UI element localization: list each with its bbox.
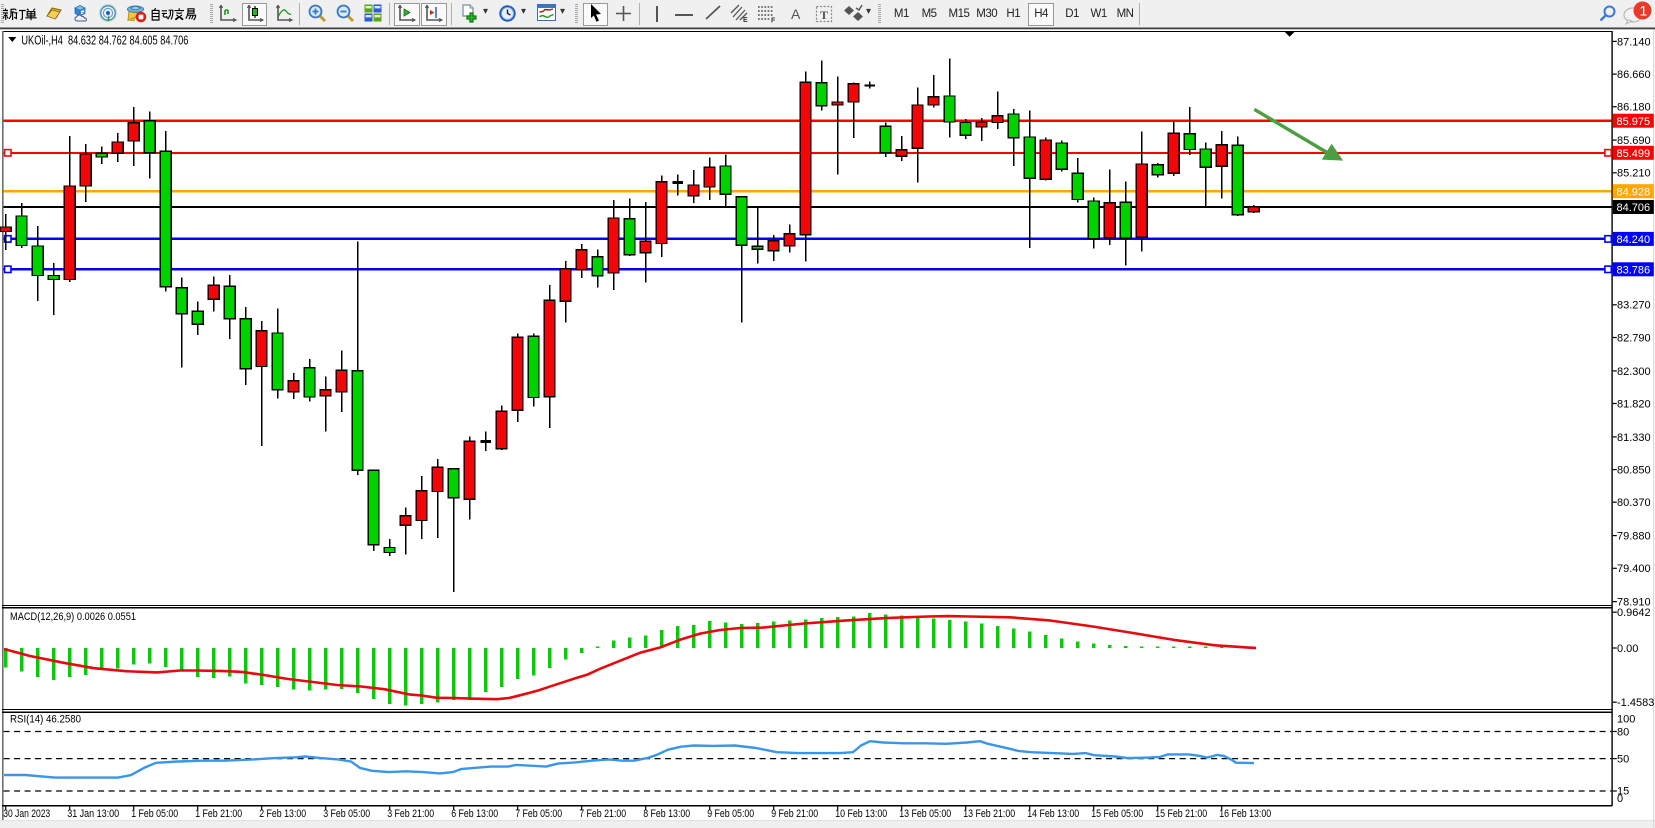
svg-text:10 Feb 13:00: 10 Feb 13:00 xyxy=(835,808,887,820)
svg-text:RSI(14) 46.2580: RSI(14) 46.2580 xyxy=(10,714,81,726)
svg-text:6 Feb 13:00: 6 Feb 13:00 xyxy=(451,808,498,820)
svg-text:MACD(12,26,9) 0.0026 0.0551: MACD(12,26,9) 0.0026 0.0551 xyxy=(10,611,136,623)
svg-text:86.180: 86.180 xyxy=(1617,102,1651,114)
svg-text:1: 1 xyxy=(1640,3,1648,19)
svg-text:85.975: 85.975 xyxy=(1617,116,1651,128)
svg-text:100: 100 xyxy=(1617,713,1635,725)
svg-text:85.690: 85.690 xyxy=(1617,135,1651,147)
svg-text:79.880: 79.880 xyxy=(1617,531,1651,543)
svg-text:82.300: 82.300 xyxy=(1617,366,1651,378)
svg-text:0: 0 xyxy=(1617,793,1623,805)
svg-text:3 Feb 05:00: 3 Feb 05:00 xyxy=(323,808,370,820)
svg-text:E: E xyxy=(743,17,748,23)
svg-text:83.270: 83.270 xyxy=(1617,300,1651,312)
svg-text:87.140: 87.140 xyxy=(1617,36,1651,48)
svg-text:7 Feb 21:00: 7 Feb 21:00 xyxy=(579,808,626,820)
svg-text:80.850: 80.850 xyxy=(1617,465,1651,477)
svg-text:0.9642: 0.9642 xyxy=(1617,607,1651,619)
svg-text:-1.4583: -1.4583 xyxy=(1617,697,1654,709)
svg-text:79.400: 79.400 xyxy=(1617,563,1651,575)
svg-text:9 Feb 05:00: 9 Feb 05:00 xyxy=(707,808,754,820)
svg-text:T: T xyxy=(820,8,828,22)
svg-text:F: F xyxy=(771,18,776,24)
svg-text:15 Feb 05:00: 15 Feb 05:00 xyxy=(1091,808,1143,820)
svg-text:2 Feb 13:00: 2 Feb 13:00 xyxy=(259,808,306,820)
svg-text:1 Feb 21:00: 1 Feb 21:00 xyxy=(195,808,242,820)
svg-text:84.706: 84.706 xyxy=(1617,202,1651,214)
svg-text:80.370: 80.370 xyxy=(1617,497,1651,509)
svg-text:15 Feb 21:00: 15 Feb 21:00 xyxy=(1155,808,1207,820)
svg-text:84.928: 84.928 xyxy=(1617,186,1651,198)
svg-text:82.790: 82.790 xyxy=(1617,332,1651,344)
svg-text:78.910: 78.910 xyxy=(1617,597,1651,609)
svg-text:86.660: 86.660 xyxy=(1617,69,1651,81)
svg-text:14 Feb 13:00: 14 Feb 13:00 xyxy=(1027,808,1079,820)
svg-text:9 Feb 21:00: 9 Feb 21:00 xyxy=(771,808,818,820)
svg-text:3 Feb 21:00: 3 Feb 21:00 xyxy=(387,808,434,820)
svg-text:30 Jan 2023: 30 Jan 2023 xyxy=(3,808,50,820)
svg-text:81.820: 81.820 xyxy=(1617,398,1651,410)
svg-text:8 Feb 13:00: 8 Feb 13:00 xyxy=(643,808,690,820)
svg-text:83.786: 83.786 xyxy=(1617,264,1651,276)
svg-text:84.240: 84.240 xyxy=(1617,234,1651,246)
svg-text:UKOil-,H4 84.632 84.762 84.60: UKOil-,H4 84.632 84.762 84.605 84.706 xyxy=(21,34,188,48)
svg-text:16 Feb 13:00: 16 Feb 13:00 xyxy=(1219,808,1271,820)
svg-text:15: 15 xyxy=(1617,786,1629,798)
svg-text:85.499: 85.499 xyxy=(1617,148,1651,160)
svg-text:0.00: 0.00 xyxy=(1617,643,1638,655)
svg-text:7 Feb 05:00: 7 Feb 05:00 xyxy=(515,808,562,820)
svg-text:81.330: 81.330 xyxy=(1617,432,1651,444)
svg-text:13 Feb 21:00: 13 Feb 21:00 xyxy=(963,808,1015,820)
svg-text:13 Feb 05:00: 13 Feb 05:00 xyxy=(899,808,951,820)
svg-text:31 Jan 13:00: 31 Jan 13:00 xyxy=(67,808,119,820)
svg-text:1 Feb 05:00: 1 Feb 05:00 xyxy=(131,808,178,820)
svg-text:80: 80 xyxy=(1617,726,1629,738)
svg-text:50: 50 xyxy=(1617,754,1629,766)
svg-text:85.210: 85.210 xyxy=(1617,168,1651,180)
